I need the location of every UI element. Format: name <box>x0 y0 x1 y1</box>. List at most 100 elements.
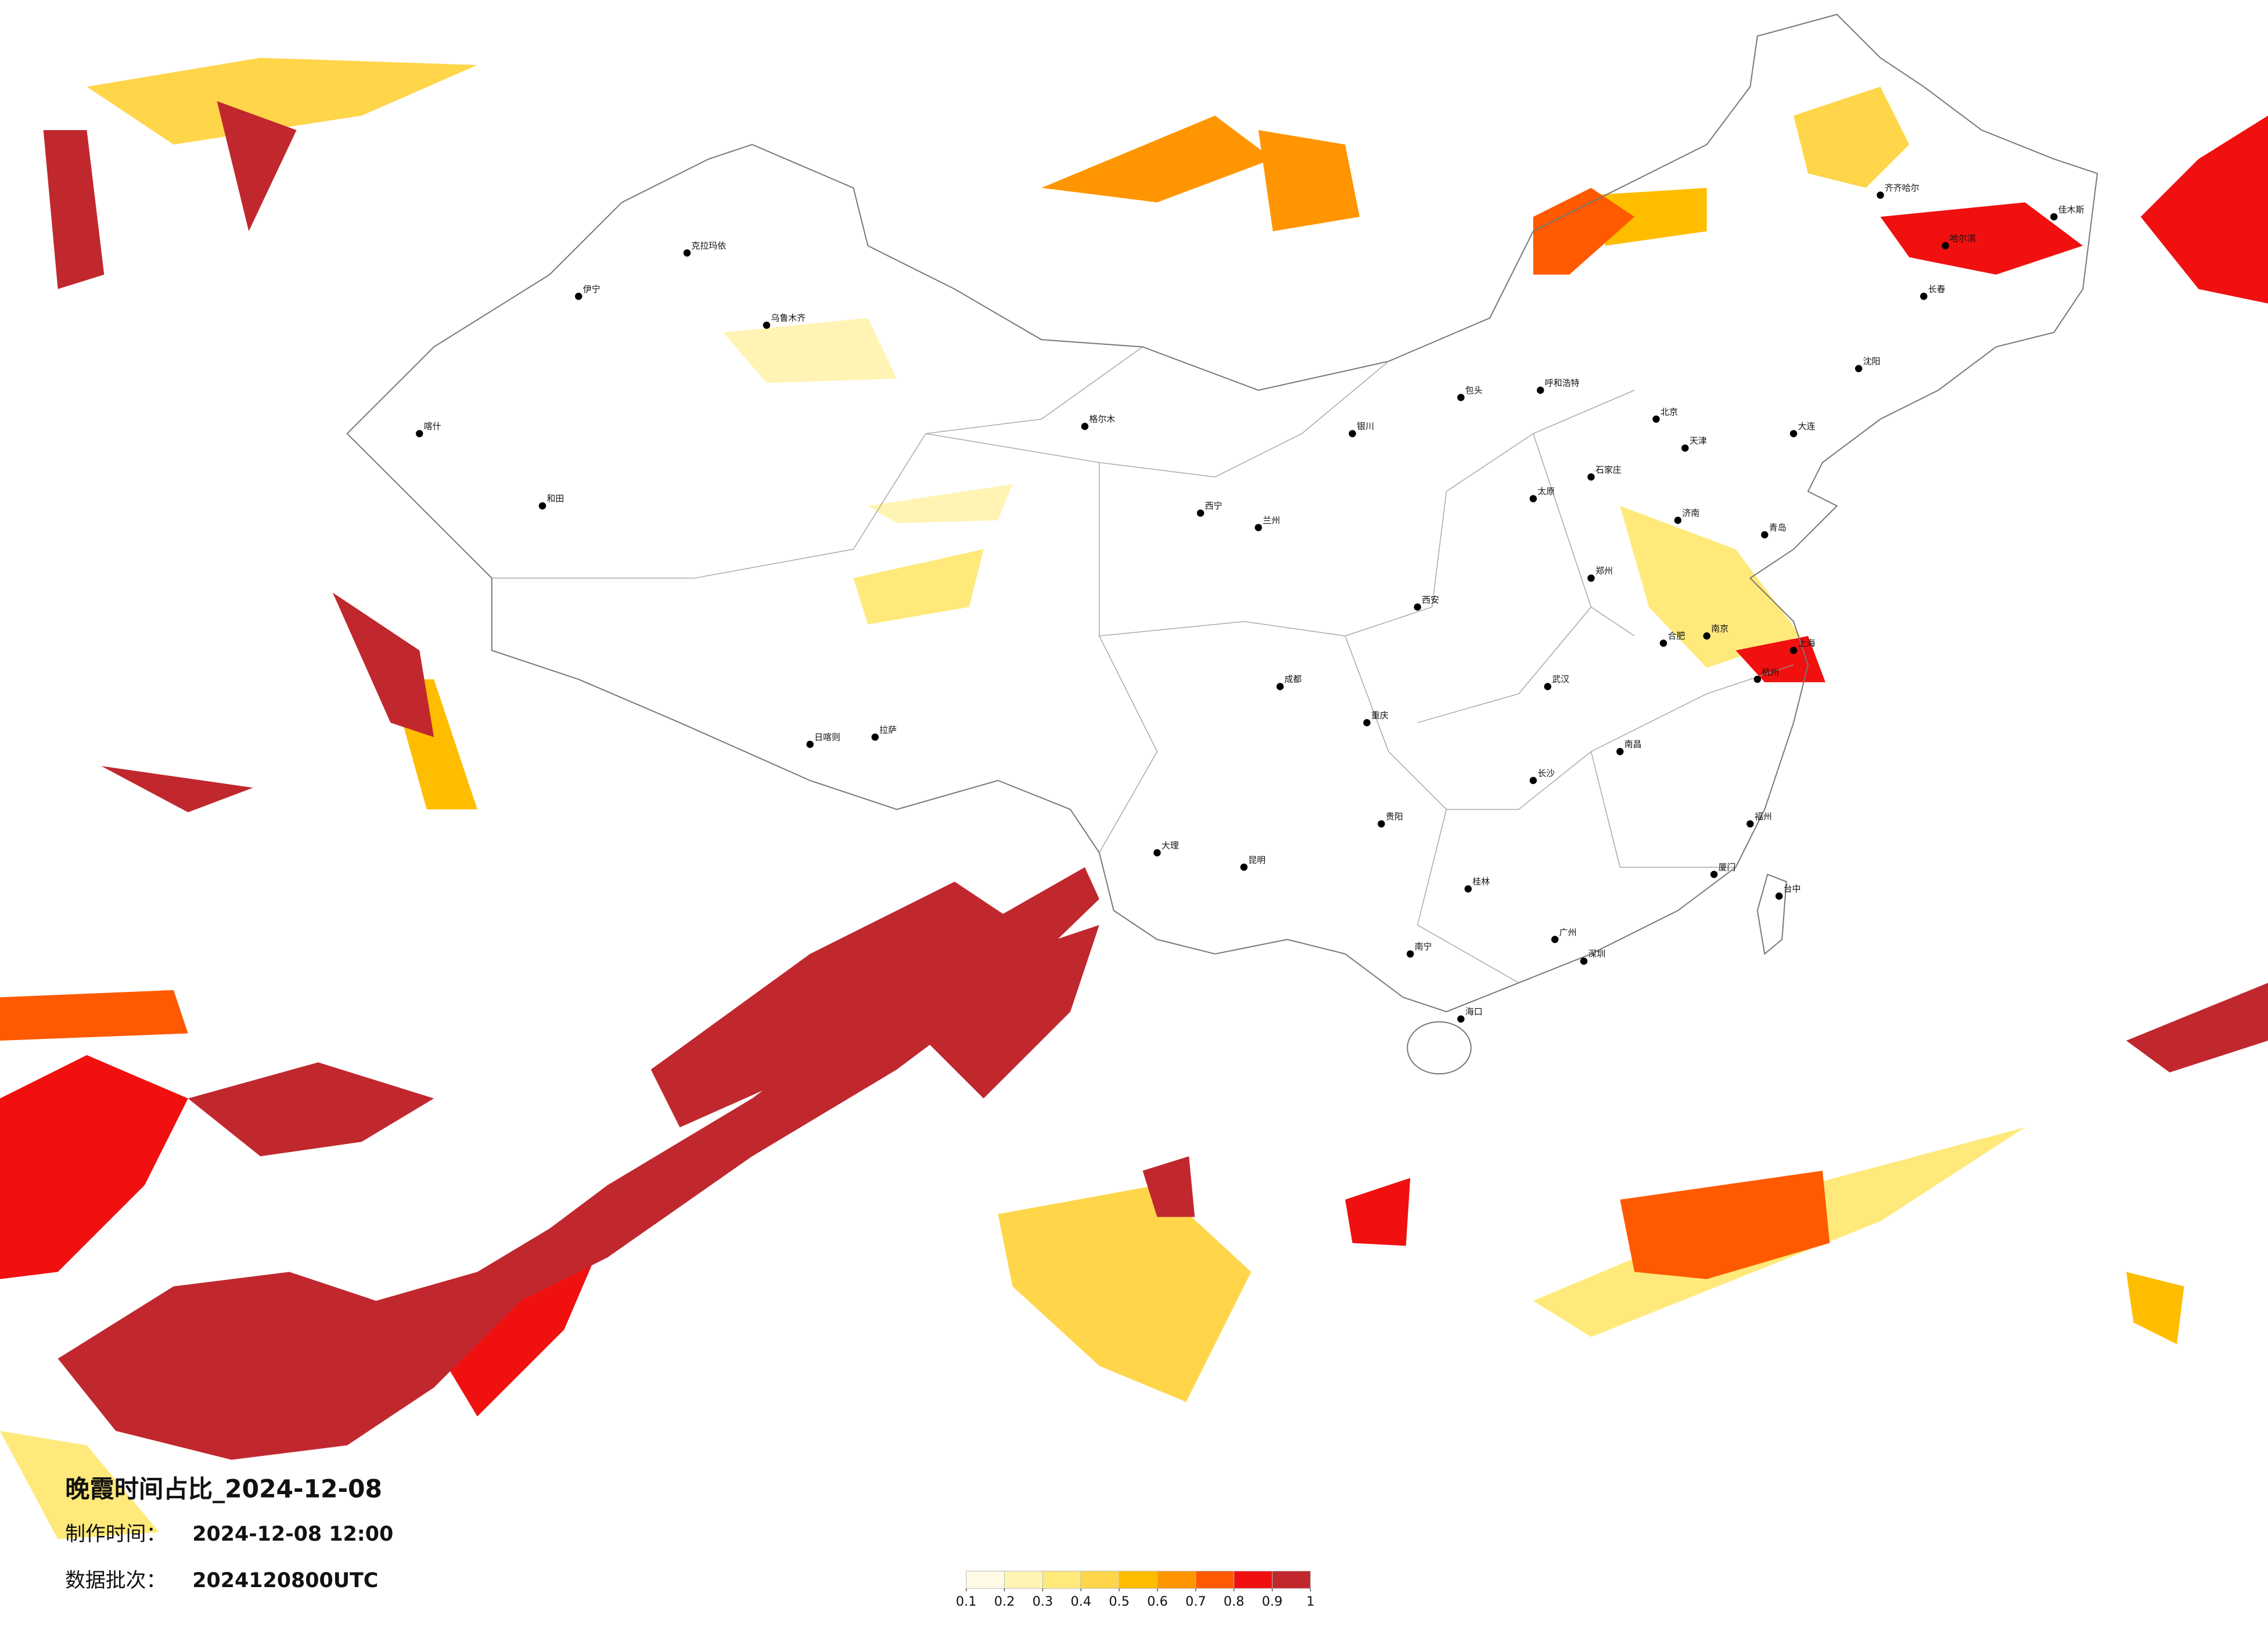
field-patch <box>0 990 188 1041</box>
city-dot <box>1674 516 1682 524</box>
city-label: 长春 <box>1928 284 1946 294</box>
city-dot <box>538 502 547 510</box>
field-patch <box>0 1055 188 1279</box>
field-patch <box>1620 506 1801 668</box>
borders <box>346 13 2098 1075</box>
field-patch <box>0 1431 159 1539</box>
legend-swatch <box>1004 1570 1043 1589</box>
hainan-outline <box>1407 1021 1472 1075</box>
title: 晚霞时间占比_2024-12-08 <box>65 1475 382 1503</box>
city-label: 天津 <box>1690 436 1707 446</box>
legend-swatch <box>1195 1570 1235 1589</box>
field-patch <box>1620 1171 1830 1279</box>
city-dot <box>1789 646 1798 654</box>
legend-tick-label: 0.7 <box>1185 1594 1206 1609</box>
city-dot <box>1877 191 1884 199</box>
city-dot <box>1276 683 1284 690</box>
city-label: 齐齐哈尔 <box>1885 183 1920 193</box>
field-patch <box>650 882 1042 1128</box>
city-dot <box>1529 776 1537 785</box>
field-patch <box>853 549 984 625</box>
legend-swatch <box>1119 1570 1158 1589</box>
legend-swatch <box>966 1570 1005 1589</box>
city-label: 长沙 <box>1537 768 1555 779</box>
city-label: 沈阳 <box>1863 356 1881 366</box>
field-patch <box>43 130 105 289</box>
city-dot <box>1659 639 1667 647</box>
city-label: 福州 <box>1755 811 1772 822</box>
city-label: 南宁 <box>1415 941 1432 952</box>
taiwan-outline <box>1756 873 1787 955</box>
city-label: 银川 <box>1357 421 1374 431</box>
city-dot <box>763 321 771 329</box>
field-patch <box>1345 1178 1411 1246</box>
city-label: 大理 <box>1162 840 1179 851</box>
field-patch <box>723 318 897 383</box>
city-label: 呼和浩特 <box>1545 378 1580 388</box>
city-dot <box>1537 386 1544 394</box>
legend-tick-label: 0.9 <box>1262 1594 1283 1609</box>
legend-tick-label: 0.2 <box>994 1594 1015 1609</box>
city-dot <box>1196 509 1205 517</box>
city-label: 青岛 <box>1769 522 1787 533</box>
city-dot <box>871 733 879 741</box>
batch-label: 数据批次： <box>65 1569 166 1592</box>
city-label: 重庆 <box>1371 710 1389 721</box>
legend-tick-label: 0.5 <box>1109 1594 1130 1609</box>
field-patch <box>868 484 1013 523</box>
city-label: 南昌 <box>1624 739 1642 750</box>
city-dot <box>1746 820 1754 828</box>
city-dot <box>1240 864 1248 871</box>
field-patch <box>1880 202 2083 275</box>
city-label: 哈尔滨 <box>1950 233 1976 244</box>
city-dot <box>806 740 814 748</box>
city-label: 太原 <box>1537 486 1555 497</box>
city-label: 格尔木 <box>1089 414 1115 425</box>
legend-tick-label: 0.4 <box>1070 1594 1091 1609</box>
city-dot <box>1616 748 1624 756</box>
legend-swatch <box>1157 1570 1196 1589</box>
city-dot <box>1920 293 1928 300</box>
city-label: 郑州 <box>1595 566 1613 576</box>
field-patch <box>57 1214 608 1460</box>
city-dot <box>1710 870 1718 878</box>
city-dot <box>1378 820 1385 828</box>
legend-swatch <box>1271 1570 1311 1589</box>
legend-tick-label: 1 <box>1306 1594 1314 1609</box>
city-dot <box>1457 394 1465 401</box>
city-label: 深圳 <box>1588 949 1605 959</box>
city-label: 日喀则 <box>814 732 840 742</box>
city-dot <box>1544 683 1551 690</box>
city-dot <box>1775 892 1783 900</box>
city-label: 包头 <box>1465 385 1483 395</box>
city-dot <box>1942 242 1949 250</box>
city-label: 北京 <box>1660 406 1678 417</box>
city-label: 佳木斯 <box>2058 204 2084 215</box>
field-patch <box>1591 188 1707 246</box>
city-label: 克拉玛依 <box>691 240 726 251</box>
made-time-value: 2024-12-08 12:00 <box>192 1523 393 1546</box>
city-label: 济南 <box>1682 508 1699 519</box>
city-label: 拉萨 <box>879 725 897 735</box>
city-label: 南京 <box>1711 624 1728 634</box>
city-label: 大连 <box>1798 421 1816 431</box>
field-patch <box>101 766 253 812</box>
province-lines <box>491 346 1794 983</box>
field-patch <box>1041 116 1273 203</box>
city-dot <box>1349 430 1356 437</box>
city-label: 西宁 <box>1205 501 1223 511</box>
city-label: 合肥 <box>1667 631 1685 641</box>
city-dot <box>1529 495 1537 502</box>
made-time-label: 制作时间： <box>65 1523 166 1546</box>
legend-tick-label: 0.3 <box>1033 1594 1054 1609</box>
city-dot <box>1703 632 1710 640</box>
field-patch <box>998 1185 1252 1402</box>
city-dot <box>1414 603 1421 611</box>
city-dot <box>683 249 691 257</box>
city-label: 海口 <box>1465 1006 1483 1017</box>
city-dot <box>1255 524 1262 531</box>
city-label: 和田 <box>547 494 564 504</box>
